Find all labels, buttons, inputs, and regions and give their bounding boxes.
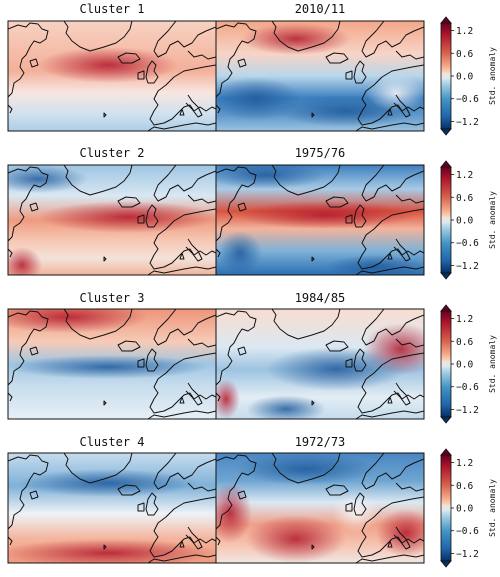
positive-anomaly [236,201,416,229]
panel-title: Cluster 2 [79,146,144,160]
negative-anomaly [246,395,326,419]
colorbar-tick-label: −0.6 [456,238,479,249]
colorbar-gradient [440,166,452,274]
negative-anomaly [236,453,376,485]
colorbar-1: 1.2 0.6 0.0 −0.6 −1.2 Std. anomaly [440,16,497,136]
colorbar-4: 1.2 0.6 0.0 −0.6 −1.2 Std. anomaly [440,448,497,568]
colorbar-label: Std. anomaly [488,335,497,393]
colorbar-tick-label: 0.6 [456,481,473,492]
colorbar-tick-label: −0.6 [456,526,479,537]
positive-anomaly [8,309,148,333]
positive-anomaly [8,247,42,275]
colorbar-extend-min [440,128,452,136]
positive-anomaly [38,201,216,233]
panel-title: 1975/76 [295,146,346,160]
map-panel-2 [215,20,425,132]
panel-frame [215,452,425,564]
colorbar-tick-label: 0.0 [456,72,473,83]
panel-title: Cluster 4 [79,435,144,449]
colorbar-label: Std. anomaly [488,47,497,105]
map-panel-4 [215,164,425,276]
negative-anomaly [18,469,198,497]
colorbar-extend-max [440,304,452,312]
colorbar-tick-label: −1.2 [456,549,479,560]
panel-frame [215,164,425,276]
colorbar-tick-label: 0.6 [456,193,473,204]
panel-title: 1972/73 [295,435,346,449]
panel-title: Cluster 1 [79,2,144,16]
colorbar-extend-max [440,448,452,456]
map-panel-5 [7,308,217,420]
colorbar-gradient [440,22,452,130]
panel-title: Cluster 3 [79,291,144,305]
colorbar-2: 1.2 0.6 0.0 −0.6 −1.2 Std. anomaly [440,160,497,280]
panel-title: 1984/85 [295,291,346,305]
map-panel-1 [7,20,217,132]
colorbar-tick-label: −0.6 [456,94,479,105]
colorbar-label: Std. anomaly [488,479,497,537]
colorbar-3: 1.2 0.6 0.0 −0.6 −1.2 Std. anomaly [440,304,497,424]
map-panel-7 [7,452,217,564]
colorbar-extend-min [440,416,452,424]
panel-frame [215,308,425,420]
map-panel-3 [7,164,217,276]
positive-anomaly [246,515,346,563]
colorbar-tick-label: 1.2 [456,314,473,325]
map-panel-8 [215,452,425,564]
colorbar-tick-label: 0.6 [456,337,473,348]
colorbar-label: Std. anomaly [488,191,497,249]
colorbar-tick-label: 0.0 [456,216,473,227]
colorbar-tick-label: 0.0 [456,504,473,515]
colorbar-tick-label: 0.6 [456,49,473,60]
colorbar-extend-max [440,160,452,168]
colorbar-tick-label: −1.2 [456,261,479,272]
negative-anomaly [218,231,262,275]
negative-anomaly [216,165,326,189]
colorbar-tick-label: −1.2 [456,405,479,416]
colorbar-gradient [440,310,452,418]
colorbar-tick-label: −0.6 [456,382,479,393]
negative-anomaly [266,347,406,391]
positive-anomaly [376,509,424,557]
negative-anomaly [8,355,208,379]
panel-title: 2010/11 [295,2,346,16]
colorbar-extend-max [440,16,452,24]
colorbar-tick-label: 0.0 [456,360,473,371]
neutral-anomaly [332,493,380,533]
colorbar-tick-label: −1.2 [456,117,479,128]
positive-anomaly [38,47,178,83]
positive-anomaly [8,539,216,563]
map-panel-6 [215,308,425,420]
colorbar-tick-label: 1.2 [456,458,473,469]
colorbar-tick-label: 1.2 [456,170,473,181]
colorbar-tick-label: 1.2 [456,26,473,37]
neutral-anomaly [366,75,424,111]
colorbar-gradient [440,454,452,562]
colorbar-extend-min [440,560,452,568]
panel-frame [215,20,425,132]
positive-anomaly [241,23,351,55]
positive-anomaly [216,379,240,419]
colorbar-extend-min [440,272,452,280]
